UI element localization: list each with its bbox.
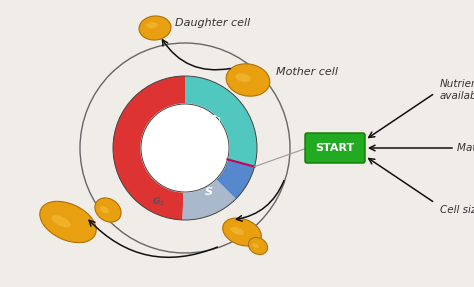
Ellipse shape	[146, 22, 158, 28]
Text: M: M	[143, 140, 154, 150]
Text: Mating factors: Mating factors	[457, 143, 474, 153]
Text: G$_2$: G$_2$	[152, 196, 164, 208]
Ellipse shape	[223, 218, 261, 246]
Wedge shape	[182, 179, 236, 220]
Circle shape	[141, 104, 229, 192]
Wedge shape	[216, 159, 255, 199]
Ellipse shape	[100, 206, 109, 214]
Ellipse shape	[226, 64, 270, 96]
Text: Cell size: Cell size	[440, 205, 474, 215]
Ellipse shape	[139, 16, 171, 40]
Wedge shape	[185, 76, 257, 167]
Wedge shape	[113, 76, 185, 220]
Text: G$_1$: G$_1$	[207, 113, 223, 127]
Text: Mother cell: Mother cell	[276, 67, 338, 77]
Ellipse shape	[40, 201, 96, 243]
Ellipse shape	[95, 198, 121, 222]
Text: Daughter cell: Daughter cell	[175, 18, 250, 28]
Ellipse shape	[236, 73, 251, 82]
Text: Nutrient
availability: Nutrient availability	[440, 79, 474, 101]
Ellipse shape	[248, 237, 267, 255]
Text: START: START	[315, 143, 355, 153]
Text: S: S	[205, 187, 213, 197]
Ellipse shape	[252, 243, 259, 248]
FancyBboxPatch shape	[305, 133, 365, 163]
Ellipse shape	[231, 227, 244, 235]
Ellipse shape	[51, 215, 71, 227]
